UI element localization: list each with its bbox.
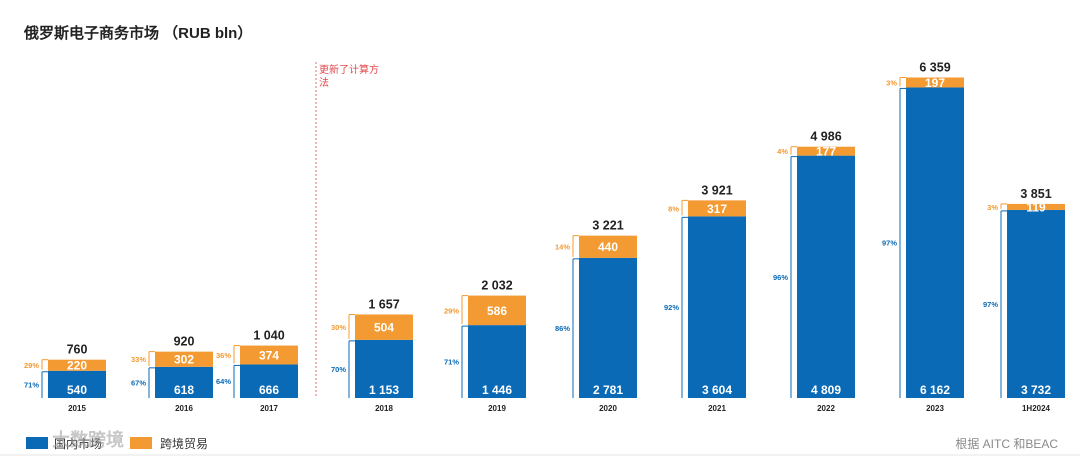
legend-label-cross-border: 跨境贸易 <box>160 436 208 451</box>
bar-domestic <box>468 325 526 398</box>
bar-domestic <box>906 87 964 398</box>
x-tick-label: 1H2024 <box>1022 404 1051 413</box>
value-label-cross-border: 197 <box>925 76 945 90</box>
total-label: 3 221 <box>592 219 623 233</box>
total-label: 4 986 <box>810 130 841 144</box>
value-label-domestic: 666 <box>259 383 279 397</box>
share-label-cross-border: 4% <box>777 147 788 156</box>
method-change-note-line-2: 法 <box>319 76 329 89</box>
value-label-cross-border: 317 <box>707 202 727 216</box>
total-label: 6 359 <box>919 61 950 75</box>
share-label-domestic: 64% <box>216 377 231 386</box>
share-label-domestic: 70% <box>331 365 346 374</box>
value-label-cross-border: 220 <box>67 359 87 373</box>
total-label: 3 921 <box>701 183 732 197</box>
value-label-domestic: 2 781 <box>593 383 623 397</box>
value-label-domestic: 3 732 <box>1021 383 1051 397</box>
watermark: 大数跨境 <box>52 429 124 450</box>
bar-domestic <box>688 216 746 398</box>
legend-label-domestic: 国内市场 <box>54 436 102 451</box>
method-change-note-line-1: 更新了计算方 <box>319 63 379 76</box>
bar-domestic <box>579 257 637 398</box>
share-label-cross-border: 8% <box>668 204 679 213</box>
value-label-domestic: 3 604 <box>702 383 732 397</box>
value-label-domestic: 540 <box>67 383 87 397</box>
total-label: 3 851 <box>1020 187 1051 201</box>
legend: 国内市场 跨境贸易 <box>26 436 208 451</box>
bar-cross-border <box>1007 203 1065 210</box>
value-label-cross-border: 586 <box>487 304 507 318</box>
bar-domestic <box>155 366 213 398</box>
share-label-domestic: 92% <box>664 303 679 312</box>
chart-title: 俄罗斯电子商务市场 （RUB bln） <box>23 24 252 42</box>
bar-domestic <box>1007 209 1065 398</box>
share-label-domestic: 97% <box>983 300 998 309</box>
value-label-domestic: 1 153 <box>369 383 399 397</box>
total-label: 1 040 <box>253 329 284 343</box>
value-label-cross-border: 504 <box>374 321 394 335</box>
share-label-cross-border: 36% <box>216 351 231 360</box>
share-label-cross-border: 29% <box>444 306 459 315</box>
value-label-cross-border: 374 <box>259 349 279 363</box>
share-label-cross-border: 33% <box>131 355 146 364</box>
value-label-cross-border: 302 <box>174 353 194 367</box>
share-label-cross-border: 29% <box>24 361 39 370</box>
x-tick-label: 2019 <box>488 404 506 413</box>
bar-domestic <box>48 370 106 398</box>
value-label-cross-border: 440 <box>598 240 618 254</box>
bar-cross-border <box>579 235 637 258</box>
x-tick-label: 2022 <box>817 404 835 413</box>
x-tick-label: 2021 <box>708 404 726 413</box>
total-label: 920 <box>174 335 195 349</box>
value-label-domestic: 6 162 <box>920 383 950 397</box>
share-label-domestic: 86% <box>555 324 570 333</box>
bar-domestic <box>240 364 298 398</box>
x-tick-label: 2015 <box>68 404 86 413</box>
bar-cross-border <box>240 345 298 365</box>
bar-domestic <box>797 155 855 398</box>
bar-cross-border <box>355 314 413 340</box>
value-label-domestic: 618 <box>174 383 194 397</box>
x-tick-label: 2018 <box>375 404 393 413</box>
bar-cross-border <box>906 77 964 88</box>
method-change-annotation: 更新了计算方 法 <box>315 62 379 398</box>
share-label-domestic: 67% <box>131 378 146 387</box>
value-label-cross-border: 119 <box>1026 200 1046 214</box>
value-label-domestic: 4 809 <box>811 383 841 397</box>
bar-cross-border <box>797 146 855 156</box>
share-label-cross-border: 30% <box>331 323 346 332</box>
source-note: 根据 AITC 和BEAC <box>955 437 1058 451</box>
bar-cross-border <box>688 200 746 217</box>
x-tick-label: 2016 <box>175 404 193 413</box>
x-tick-label: 2020 <box>599 404 617 413</box>
share-label-domestic: 71% <box>444 358 459 367</box>
share-label-domestic: 97% <box>882 239 897 248</box>
bar-cross-border <box>48 359 106 371</box>
bar-cross-border <box>468 295 526 326</box>
share-label-domestic: 71% <box>24 380 39 389</box>
legend-swatch-cross-border <box>130 437 152 449</box>
bar-cross-border <box>155 351 213 367</box>
share-label-cross-border: 14% <box>555 243 570 252</box>
total-label: 2 032 <box>481 279 512 293</box>
total-label: 760 <box>67 343 88 357</box>
plot-area: 540 220 760 71% 29% 2015 618 302 920 67% 33% 2016 66… <box>24 61 1065 413</box>
share-label-cross-border: 3% <box>987 203 998 212</box>
legend-swatch-domestic <box>26 437 48 449</box>
share-label-cross-border: 3% <box>886 78 897 87</box>
total-label: 1 657 <box>368 297 399 311</box>
value-label-cross-border: 177 <box>816 145 836 159</box>
x-tick-label: 2023 <box>926 404 944 413</box>
value-label-domestic: 1 446 <box>482 383 512 397</box>
x-tick-label: 2017 <box>260 404 278 413</box>
bar-domestic <box>355 339 413 398</box>
share-label-domestic: 96% <box>773 273 788 282</box>
